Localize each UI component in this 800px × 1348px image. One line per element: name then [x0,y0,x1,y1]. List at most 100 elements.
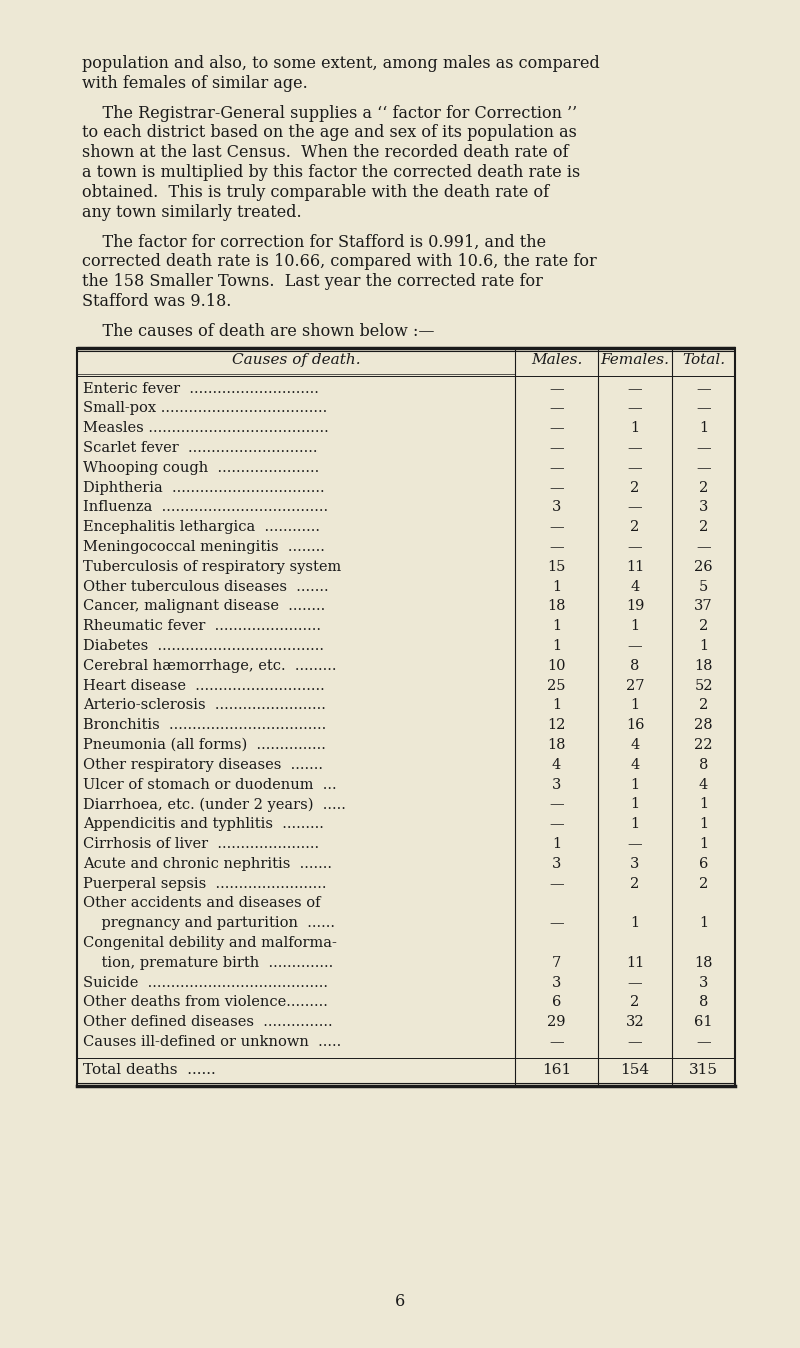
Text: 32: 32 [626,1015,644,1030]
Text: 2: 2 [630,876,640,891]
Text: 8: 8 [699,758,708,772]
Text: Arterio-sclerosis  ........................: Arterio-sclerosis ......................… [83,698,326,713]
Text: 7: 7 [552,956,561,969]
Text: 10: 10 [547,659,566,673]
Text: Heart disease  ............................: Heart disease ..........................… [83,678,325,693]
Text: —: — [549,1035,564,1049]
Text: 3: 3 [630,857,640,871]
Text: Other tuberculous diseases  .......: Other tuberculous diseases ....... [83,580,329,593]
Text: 3: 3 [552,500,561,515]
Text: 6: 6 [395,1293,405,1310]
Text: shown at the last Census.  When the recorded death rate of: shown at the last Census. When the recor… [82,144,569,162]
Text: —: — [696,541,711,554]
Text: 8: 8 [699,995,708,1010]
Text: —: — [628,541,642,554]
Text: Causes of death.: Causes of death. [232,353,360,368]
Text: Pneumonia (all forms)  ...............: Pneumonia (all forms) ............... [83,739,326,752]
Text: 28: 28 [694,718,713,732]
Text: 5: 5 [699,580,708,593]
Text: The causes of death are shown below :—: The causes of death are shown below :— [82,322,434,340]
Text: Total.: Total. [682,353,725,368]
Text: 1: 1 [552,639,561,652]
Text: —: — [696,461,711,474]
Text: 161: 161 [542,1062,571,1077]
Text: 18: 18 [547,600,566,613]
Text: 6: 6 [699,857,708,871]
Text: 3: 3 [552,976,561,989]
Text: Stafford was 9.18.: Stafford was 9.18. [82,293,231,310]
Text: 4: 4 [699,778,708,791]
Text: Other defined diseases  ...............: Other defined diseases ............... [83,1015,333,1030]
Text: Other deaths from violence.........: Other deaths from violence......... [83,995,328,1010]
Text: —: — [628,639,642,652]
Text: 2: 2 [699,619,708,634]
Text: 11: 11 [626,956,644,969]
Text: 1: 1 [630,778,639,791]
Text: 3: 3 [552,857,561,871]
Text: 1: 1 [699,798,708,811]
Text: 37: 37 [694,600,713,613]
Text: 1: 1 [630,698,639,713]
Text: —: — [628,1035,642,1049]
Text: —: — [549,422,564,435]
Text: Total deaths  ......: Total deaths ...... [83,1062,216,1077]
Text: 1: 1 [699,817,708,832]
Text: —: — [549,520,564,534]
Text: population and also, to some extent, among males as compared: population and also, to some extent, amo… [82,55,600,71]
Text: 2: 2 [699,698,708,713]
Text: Cerebral hæmorrhage, etc.  .........: Cerebral hæmorrhage, etc. ......... [83,659,337,673]
Text: 8: 8 [630,659,640,673]
Text: 22: 22 [694,739,713,752]
Text: 11: 11 [626,559,644,574]
Text: Females.: Females. [601,353,670,368]
Text: 4: 4 [630,758,640,772]
Text: Ulcer of stomach or duodenum  ...: Ulcer of stomach or duodenum ... [83,778,337,791]
Text: Causes ill-defined or unknown  .....: Causes ill-defined or unknown ..... [83,1035,342,1049]
Text: 52: 52 [694,678,713,693]
Text: Cirrhosis of liver  ......................: Cirrhosis of liver .....................… [83,837,319,851]
Text: 18: 18 [694,956,713,969]
Text: —: — [549,461,564,474]
Text: —: — [549,481,564,495]
Text: —: — [549,402,564,415]
Text: —: — [696,402,711,415]
Text: 6: 6 [552,995,561,1010]
Text: —: — [628,461,642,474]
Text: Enteric fever  ............................: Enteric fever ..........................… [83,381,319,396]
Text: Influenza  ....................................: Influenza ..............................… [83,500,328,515]
Text: The factor for correction for Stafford is 0.991, and the: The factor for correction for Stafford i… [82,233,546,251]
Text: Tuberculosis of respiratory system: Tuberculosis of respiratory system [83,559,342,574]
Text: 25: 25 [547,678,566,693]
Text: 3: 3 [699,976,708,989]
Text: 1: 1 [699,639,708,652]
Text: Cancer, malignant disease  ........: Cancer, malignant disease ........ [83,600,326,613]
Text: Whooping cough  ......................: Whooping cough ...................... [83,461,319,474]
Text: 4: 4 [552,758,561,772]
Text: 2: 2 [630,995,640,1010]
Text: 3: 3 [699,500,708,515]
Text: 1: 1 [552,698,561,713]
Text: 4: 4 [630,739,640,752]
Text: —: — [549,798,564,811]
Text: 1: 1 [699,422,708,435]
Text: 18: 18 [547,739,566,752]
Text: 12: 12 [547,718,566,732]
Text: 2: 2 [699,876,708,891]
Text: —: — [549,441,564,456]
Text: —: — [628,381,642,396]
Text: 4: 4 [630,580,640,593]
Text: 154: 154 [621,1062,650,1077]
Text: any town similarly treated.: any town similarly treated. [82,204,302,221]
Text: —: — [549,917,564,930]
Text: Appendicitis and typhlitis  .........: Appendicitis and typhlitis ......... [83,817,324,832]
Text: —: — [628,441,642,456]
Text: —: — [549,381,564,396]
Text: a town is multiplied by this factor the corrected death rate is: a town is multiplied by this factor the … [82,164,580,181]
Text: 2: 2 [699,520,708,534]
Text: 1: 1 [630,798,639,811]
Text: 1: 1 [552,580,561,593]
Text: 2: 2 [630,520,640,534]
Text: obtained.  This is truly comparable with the death rate of: obtained. This is truly comparable with … [82,183,549,201]
Text: —: — [696,441,711,456]
Text: Bronchitis  ..................................: Bronchitis .............................… [83,718,326,732]
